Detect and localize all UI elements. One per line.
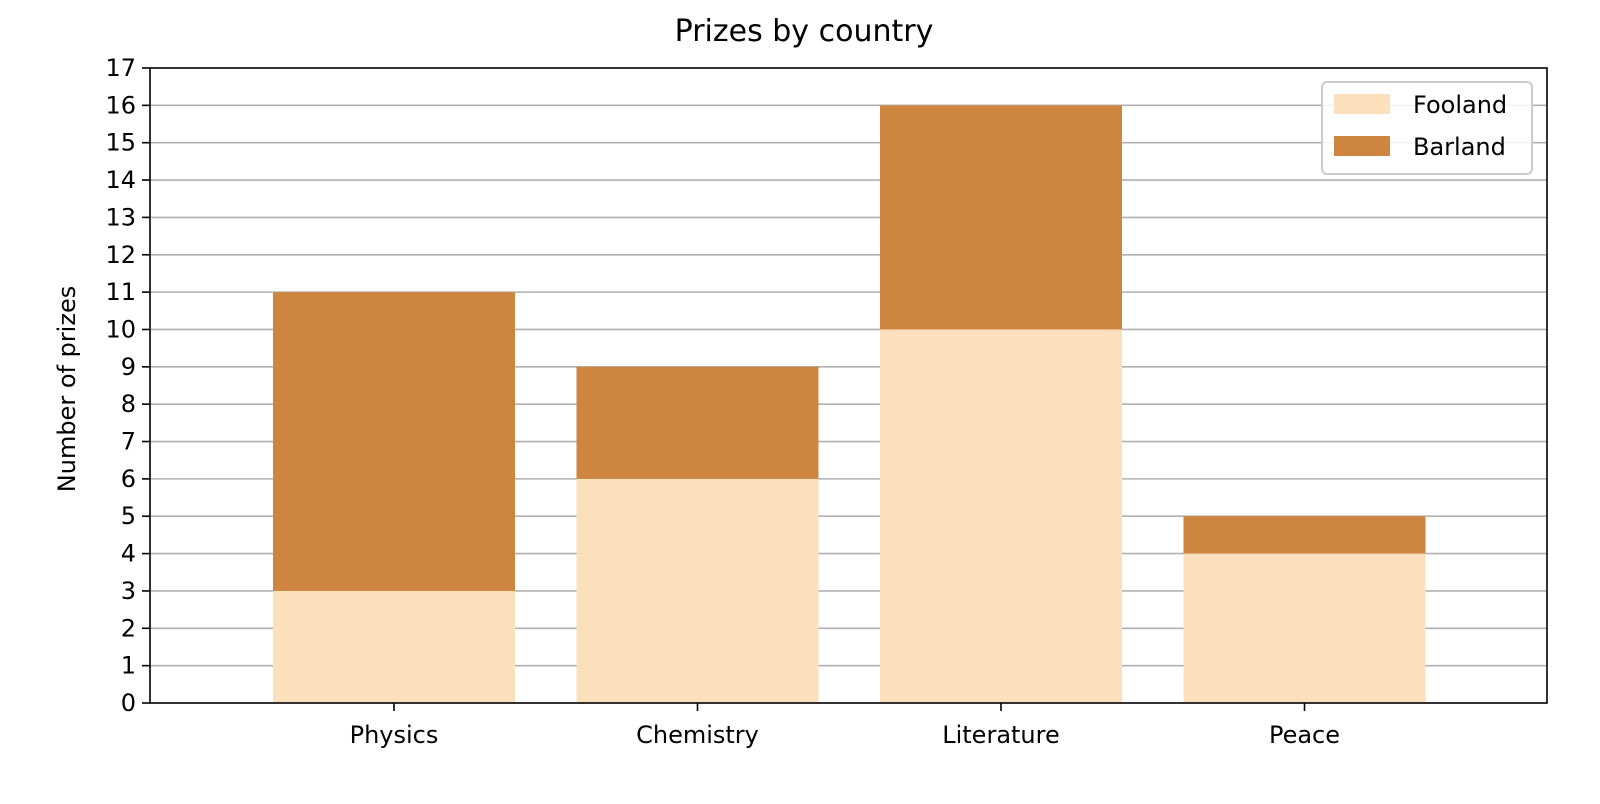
bar-fooland-chemistry <box>576 478 819 703</box>
y-tick-label: 9 <box>121 353 136 381</box>
bar-fooland-physics <box>273 590 515 703</box>
x-tick-label: Physics <box>350 721 439 749</box>
bar-barland-peace <box>1183 516 1426 554</box>
x-axis-ticks: Physics Chemistry Literature Peace <box>350 703 1340 749</box>
x-tick-label: Peace <box>1269 721 1340 749</box>
y-tick-label: 17 <box>105 54 136 82</box>
bar-fooland-literature <box>880 329 1122 703</box>
legend-label-barland: Barland <box>1413 133 1506 161</box>
y-tick-label: 6 <box>121 465 136 493</box>
y-tick-label: 14 <box>105 166 136 194</box>
y-tick-label: 15 <box>105 129 136 157</box>
x-tick-label: Literature <box>942 721 1060 749</box>
y-tick-label: 11 <box>105 278 136 306</box>
y-tick-label: 2 <box>121 614 136 642</box>
x-tick-label: Chemistry <box>636 721 759 749</box>
legend-swatch-barland <box>1334 136 1390 156</box>
y-tick-label: 16 <box>105 91 136 119</box>
legend-label-fooland: Fooland <box>1413 91 1507 119</box>
y-tick-label: 10 <box>105 315 136 343</box>
bars <box>273 105 1426 703</box>
y-tick-label: 5 <box>121 502 136 530</box>
y-axis-label: Number of prizes <box>53 286 81 492</box>
bar-fooland-peace <box>1183 553 1426 703</box>
y-tick-label: 0 <box>121 689 136 717</box>
legend-swatch-fooland <box>1334 94 1390 114</box>
bar-barland-physics <box>273 292 515 591</box>
chart-title: Prizes by country <box>675 14 934 49</box>
y-tick-label: 1 <box>121 652 136 680</box>
plot-frame <box>149 67 1548 704</box>
y-tick-label: 7 <box>121 428 136 456</box>
bar-barland-literature <box>880 105 1122 330</box>
y-tick-label: 4 <box>121 540 136 568</box>
legend: Fooland Barland <box>1321 81 1533 175</box>
y-tick-label: 12 <box>105 241 136 269</box>
y-tick-label: 13 <box>105 203 136 231</box>
bar-barland-chemistry <box>576 366 819 479</box>
y-tick-label: 8 <box>121 390 136 418</box>
y-tick-label: 3 <box>121 577 136 605</box>
